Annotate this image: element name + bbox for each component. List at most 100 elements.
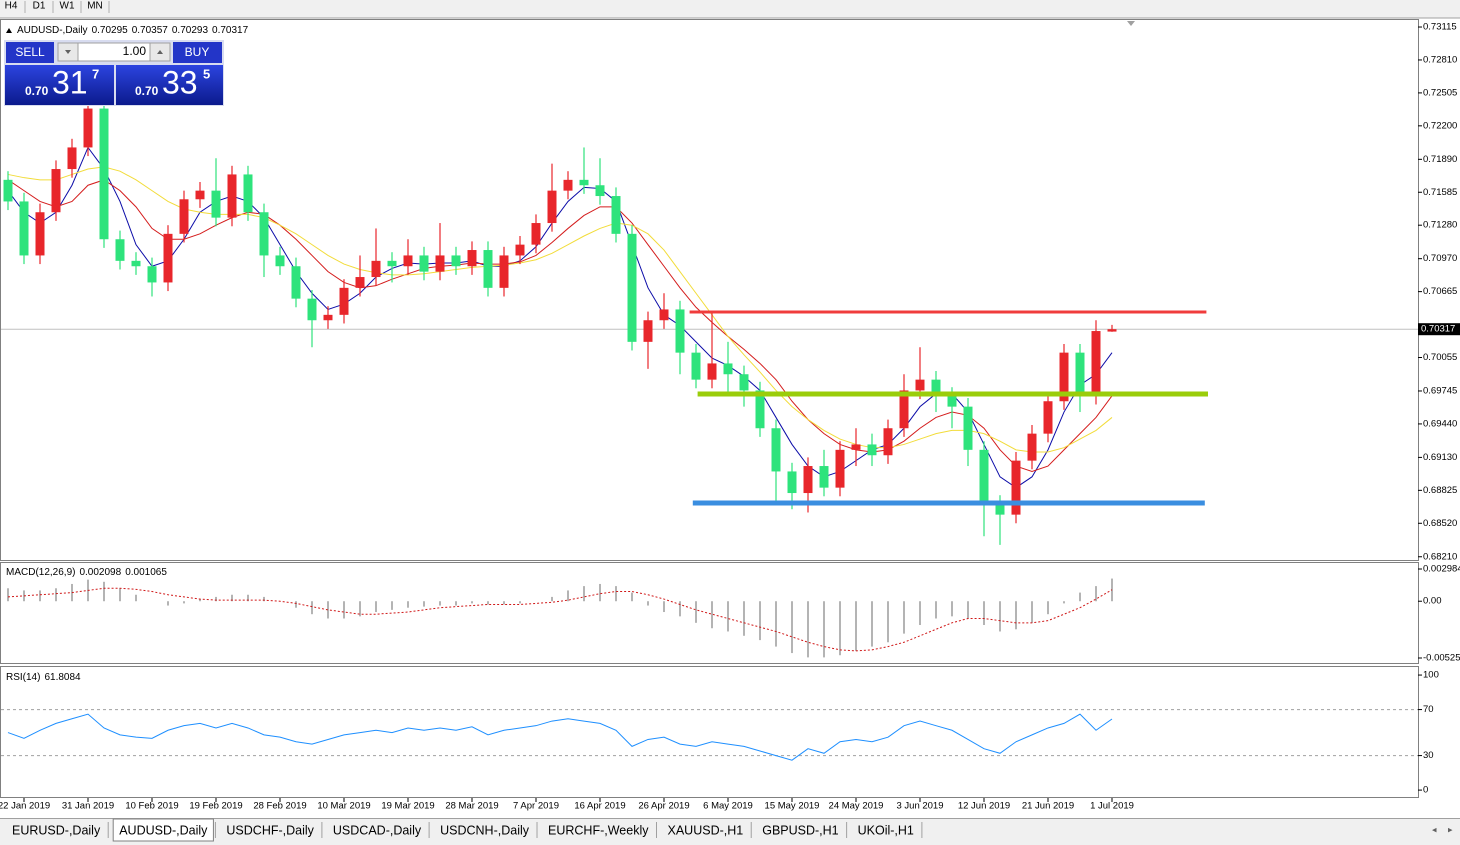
lot-value[interactable]: 1.00 [123,44,147,58]
y-tick-label: 0.68825 [1423,485,1457,496]
candle-body [963,406,973,450]
x-tick-label: 22 Jan 2019 [0,801,50,812]
candle-body [3,179,13,202]
x-tick-label: 6 May 2019 [703,801,753,812]
x-tick-label: 19 Mar 2019 [381,801,434,812]
candle-body [979,449,989,504]
candle-body [499,255,509,288]
candle-body [611,196,621,234]
x-tick-label: 12 Jun 2019 [958,801,1010,812]
x-tick-label: 10 Mar 2019 [317,801,370,812]
tab-bar [0,818,1460,845]
candle-body [931,379,941,396]
candle-body [867,444,877,456]
y-tick-label: 0.70055 [1423,352,1457,363]
candle-body [35,212,45,256]
symbol-tab[interactable]: UKOil-,H1 [858,823,914,837]
candle-body [643,320,653,342]
candle-body [163,233,173,283]
sell-pips: 31 [52,64,88,100]
timeframe-button[interactable]: MN [87,1,103,12]
collapse-marker[interactable] [6,28,12,33]
y-tick-label: 0.69745 [1423,385,1457,396]
moving-average [7,146,1113,489]
signal-line [7,587,1113,652]
main-pane [0,19,1419,561]
symbol-tab[interactable]: USDCHF-,Daily [226,823,314,837]
down-arrow [65,50,71,54]
symbol-tab[interactable]: AUDUSD-,Daily [119,823,208,837]
candle-body [531,223,541,245]
sell-big: 0.70 [25,84,49,98]
sell-button[interactable] [6,42,54,63]
last-open: 0.70295 [92,25,129,36]
candle-body [323,314,333,321]
buy-button[interactable] [173,42,222,63]
candle-body [563,179,573,191]
x-tick-label: 31 Jan 2019 [62,801,114,812]
y-tick-label: 0.71890 [1423,154,1457,165]
y-tick-label: 0.70665 [1423,286,1457,297]
candle-body [51,169,61,213]
up-arrow [157,50,163,54]
current-price-box [1418,323,1460,336]
x-tick-label: 26 Apr 2019 [638,801,689,812]
symbol-tab[interactable]: GBPUSD-,H1 [762,823,838,837]
candle-body [195,190,205,200]
rsi-header: RSI(14) 61.8084 [6,672,81,683]
candle-body [147,266,157,283]
candle-body [451,255,461,267]
symbol-tab[interactable]: EURCHF-,Weekly [548,823,649,837]
signal-last: 0.001065 [125,567,167,578]
x-tick-label: 28 Mar 2019 [445,801,498,812]
candle-body [131,260,141,267]
y-tick-label: 100 [1423,670,1439,681]
x-tick-label: 24 May 2019 [829,801,884,812]
candle-body [275,255,285,267]
candle-body [403,255,413,267]
sell-label[interactable]: SELL [15,45,45,59]
candle-body [1091,331,1101,396]
timeframe-button[interactable]: W1 [60,1,75,12]
candle-body [851,444,861,450]
y-tick-label: 0.69130 [1423,452,1457,463]
y-tick-label: 0.71585 [1423,187,1457,198]
y-tick-label: 0.71280 [1423,220,1457,231]
candle-body [1043,401,1053,434]
candle-body [243,174,253,213]
candle-body [1075,352,1085,396]
macd-title: MACD(12,26,9) [6,567,75,578]
buy-price-box[interactable] [116,65,223,105]
y-tick-label: 0.68520 [1423,518,1457,529]
symbol-tab[interactable]: XAUUSD-,H1 [668,823,744,837]
timeframe-button[interactable]: H4 [5,1,18,12]
x-tick-label: 16 Apr 2019 [574,801,625,812]
tab-scroll-left[interactable]: ◂ [1432,824,1437,834]
candle-body [547,190,557,224]
candle-body [307,298,317,321]
candle-body [787,471,797,494]
symbol-tab[interactable]: USDCAD-,Daily [333,823,422,837]
buy-big: 0.70 [135,84,159,98]
tab-scroll-right[interactable]: ▸ [1448,824,1453,834]
shift-marker[interactable] [1127,21,1135,26]
candle-body [99,108,109,240]
candle-body [723,363,733,375]
candle-body [355,277,365,288]
buy-label[interactable]: BUY [185,45,210,59]
candle-body [771,428,781,472]
current-price-label: 0.70317 [1421,324,1455,335]
moving-average [7,166,1113,453]
x-tick-label: 21 Jun 2019 [1022,801,1074,812]
rsi-title: RSI(14) [6,672,40,683]
symbol-tab[interactable]: USDCNH-,Daily [440,823,530,837]
candle-body [339,287,349,315]
rsi-pane [0,666,1419,798]
candle-body [1011,460,1021,515]
symbol-tab[interactable]: EURUSD-,Daily [12,823,101,837]
sell-price-box[interactable] [5,65,114,105]
y-tick-label: 0.72810 [1423,54,1457,65]
candle-body [515,244,525,256]
timeframe-button[interactable]: D1 [33,1,46,12]
